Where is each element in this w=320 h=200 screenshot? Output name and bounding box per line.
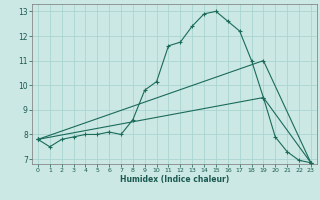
X-axis label: Humidex (Indice chaleur): Humidex (Indice chaleur) <box>120 175 229 184</box>
